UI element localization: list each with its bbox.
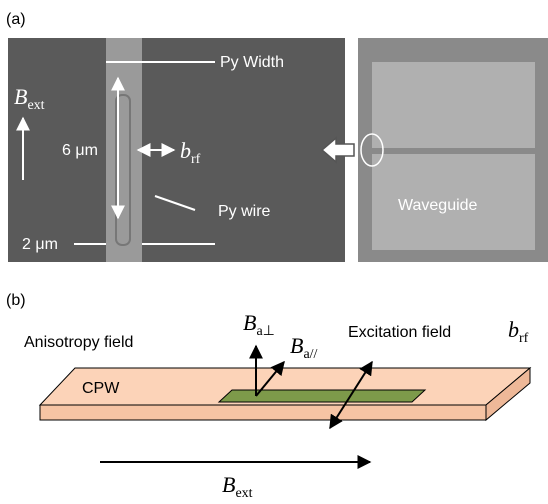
spacing-label: 2 μm	[22, 236, 58, 253]
panel-label: (b)	[6, 292, 26, 309]
py-wire-label: Py wire	[218, 203, 271, 220]
slab-front	[40, 405, 486, 420]
waveguide-top	[372, 62, 535, 148]
waveguide-label: Waveguide	[398, 197, 478, 214]
b-perp-label: Ba⊥	[243, 310, 275, 339]
figure: (a) Py Width Bext 6 μm brf Py wire 2 μm …	[0, 0, 548, 504]
b-par-label: Ba//	[290, 333, 318, 362]
length-label: 6 μm	[62, 142, 98, 159]
py-wire-strip	[106, 38, 142, 262]
panel-label: (a)	[6, 11, 26, 28]
py-wire-3d	[219, 390, 425, 402]
sem-image	[8, 38, 345, 262]
anisotropy-label: Anisotropy field	[24, 334, 133, 351]
b-ext-label: Bext	[222, 472, 253, 501]
excitation-label: Excitation field	[348, 324, 451, 341]
b-rf-label: brf	[508, 317, 529, 346]
cpw-label: CPW	[82, 380, 120, 397]
py-width: Py Width	[220, 54, 284, 71]
